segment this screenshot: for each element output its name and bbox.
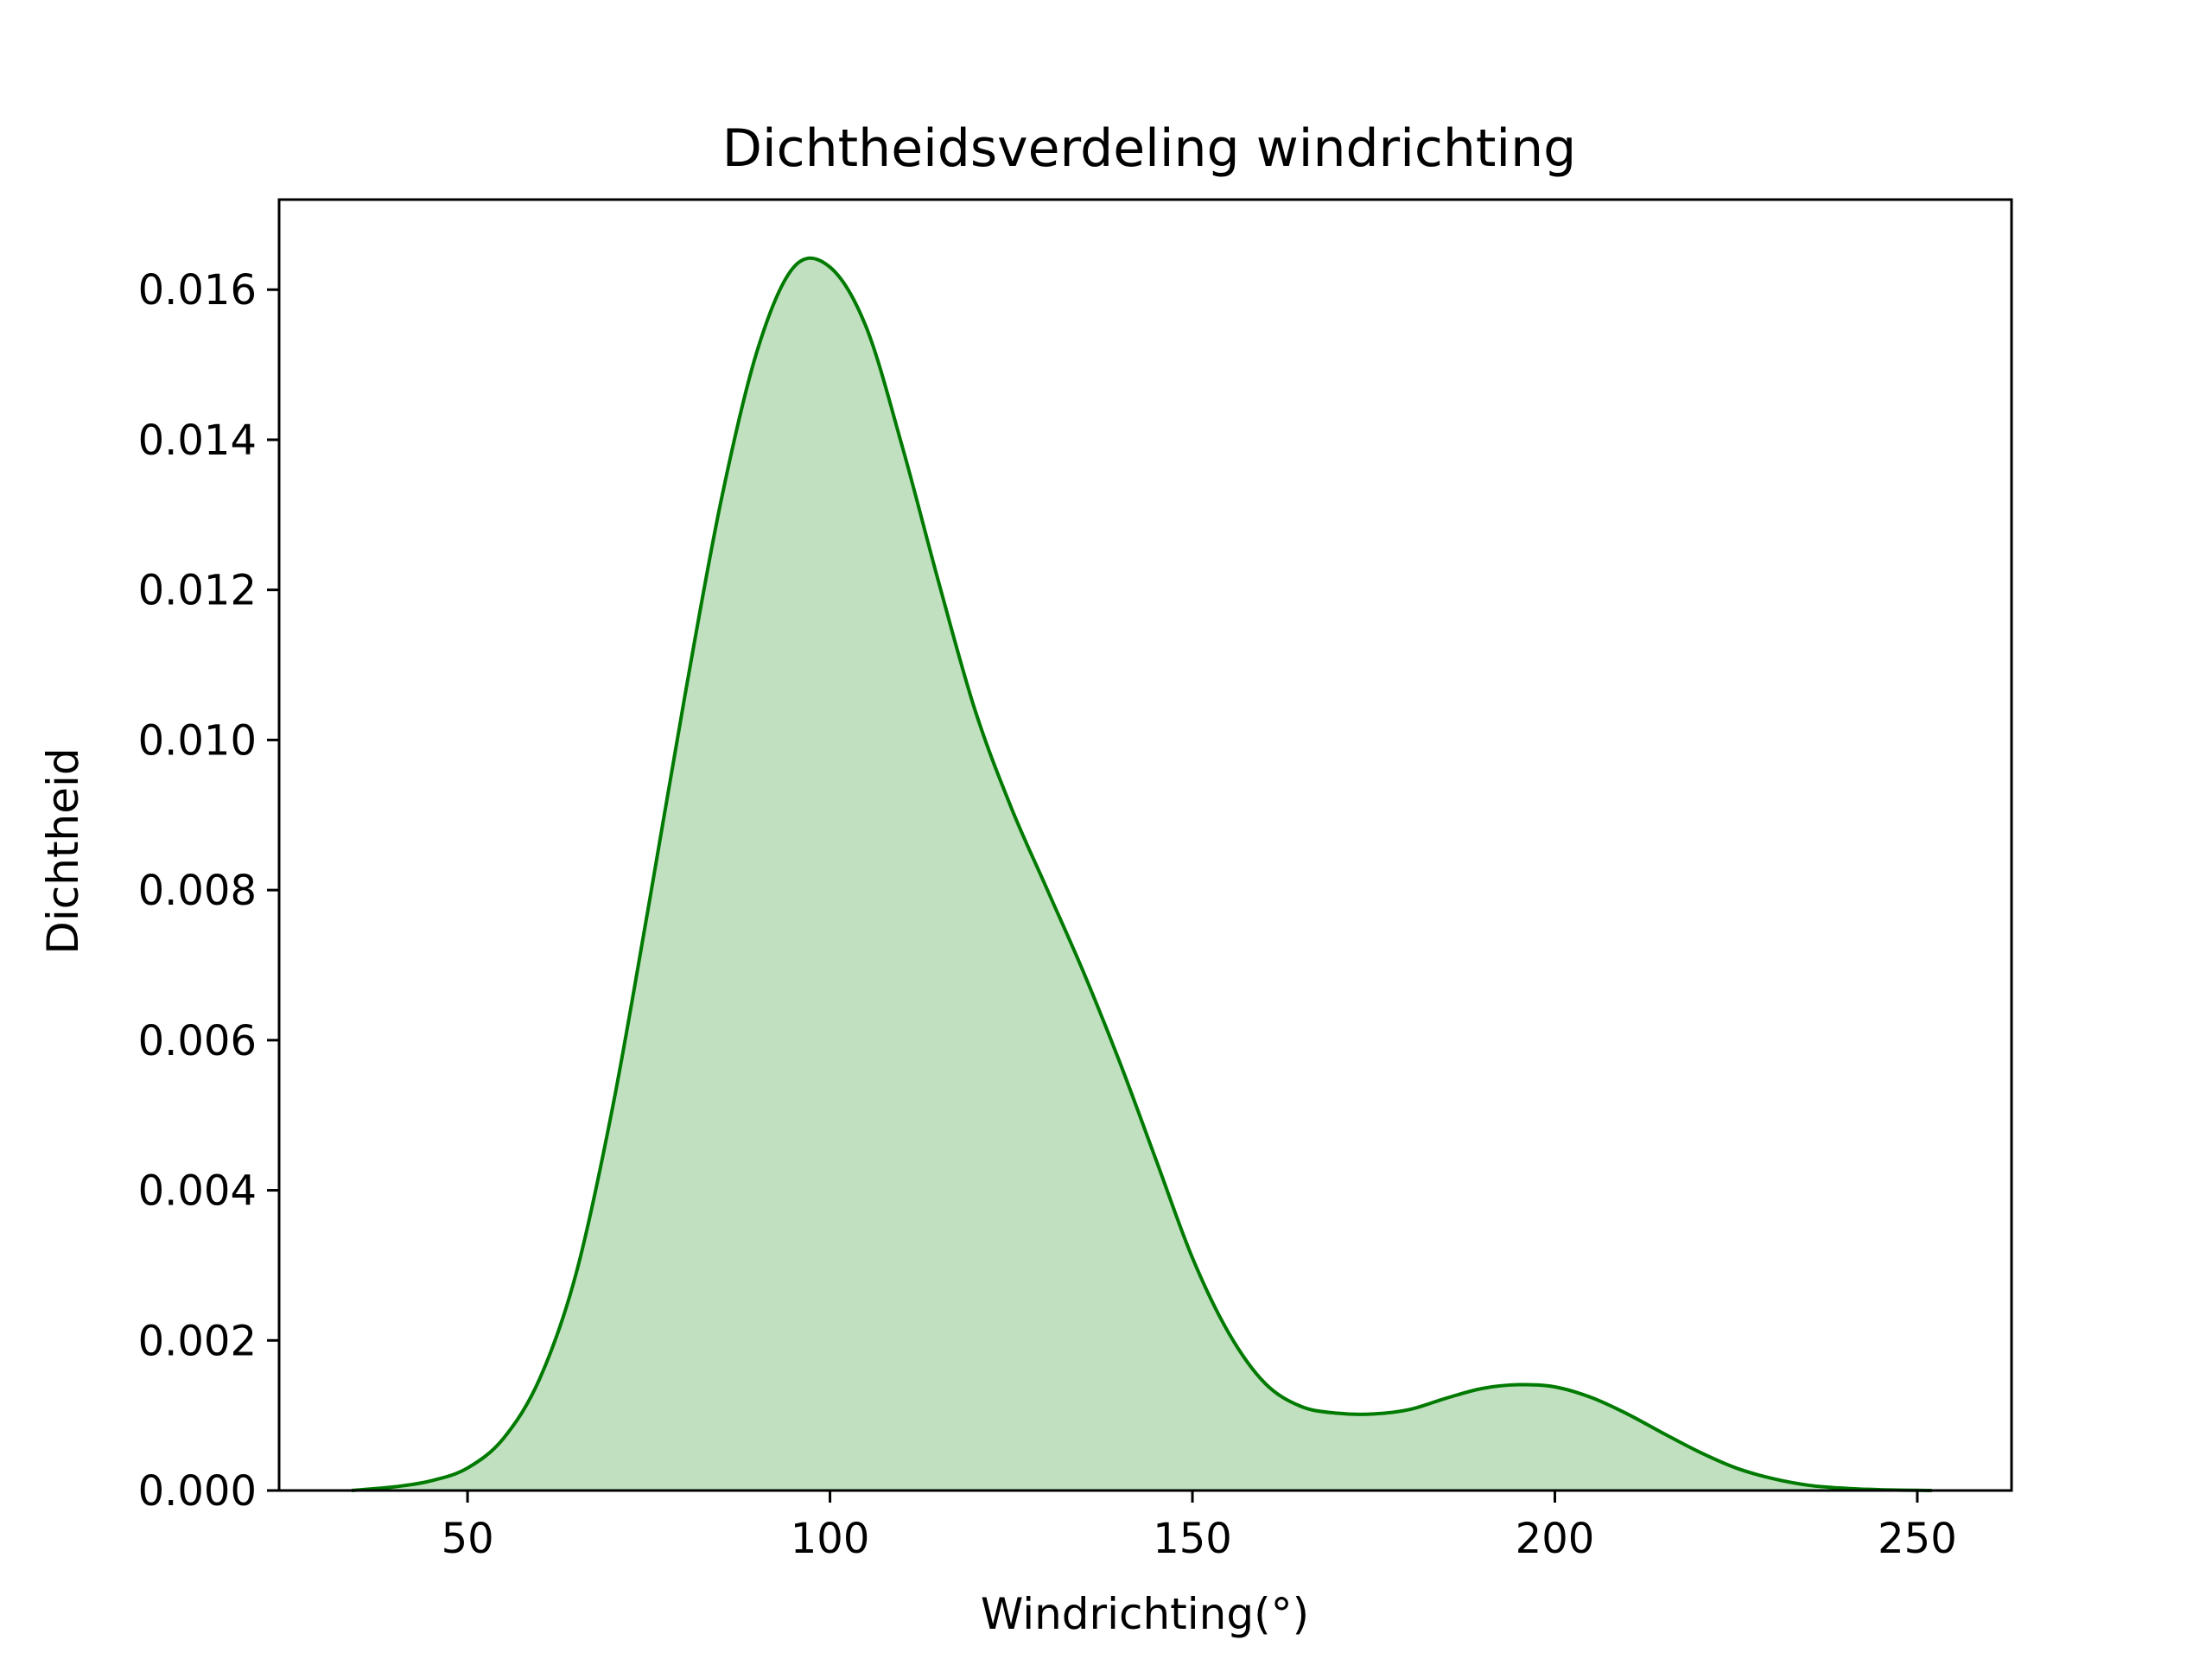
y-tick-label: 0.010 bbox=[138, 716, 257, 765]
y-tick-label: 0.004 bbox=[138, 1167, 257, 1216]
y-tick-label: 0.016 bbox=[138, 266, 257, 315]
x-tick-label: 250 bbox=[1878, 1515, 1957, 1563]
y-tick-label: 0.012 bbox=[138, 567, 257, 615]
chart-title: Dichtheidsverdeling windrichting bbox=[722, 118, 1576, 179]
x-tick-label: 100 bbox=[791, 1515, 870, 1563]
density-line bbox=[351, 256, 1932, 1492]
y-tick-label: 0.008 bbox=[138, 867, 257, 915]
x-axis-ticks: 50 100 150 200 250 bbox=[442, 1491, 1957, 1563]
density-fill-area bbox=[351, 257, 1932, 1491]
x-tick-label: 150 bbox=[1153, 1515, 1232, 1563]
axes-frame bbox=[277, 198, 2013, 1492]
y-tick-label: 0.000 bbox=[138, 1467, 257, 1516]
y-axis-ticks: 0.000 0.002 0.004 0.006 0.008 0.010 0.012 0.014… bbox=[138, 266, 279, 1516]
y-tick-label: 0.002 bbox=[138, 1317, 257, 1365]
y-tick-label: 0.014 bbox=[138, 416, 257, 465]
plot-area bbox=[351, 256, 1932, 1492]
y-axis-label: Dichtheid bbox=[38, 747, 88, 954]
x-tick-label: 200 bbox=[1516, 1515, 1595, 1563]
y-tick-label: 0.006 bbox=[138, 1017, 257, 1065]
x-tick-label: 50 bbox=[442, 1515, 494, 1563]
x-axis-label: Windrichting(°) bbox=[981, 1589, 1309, 1639]
